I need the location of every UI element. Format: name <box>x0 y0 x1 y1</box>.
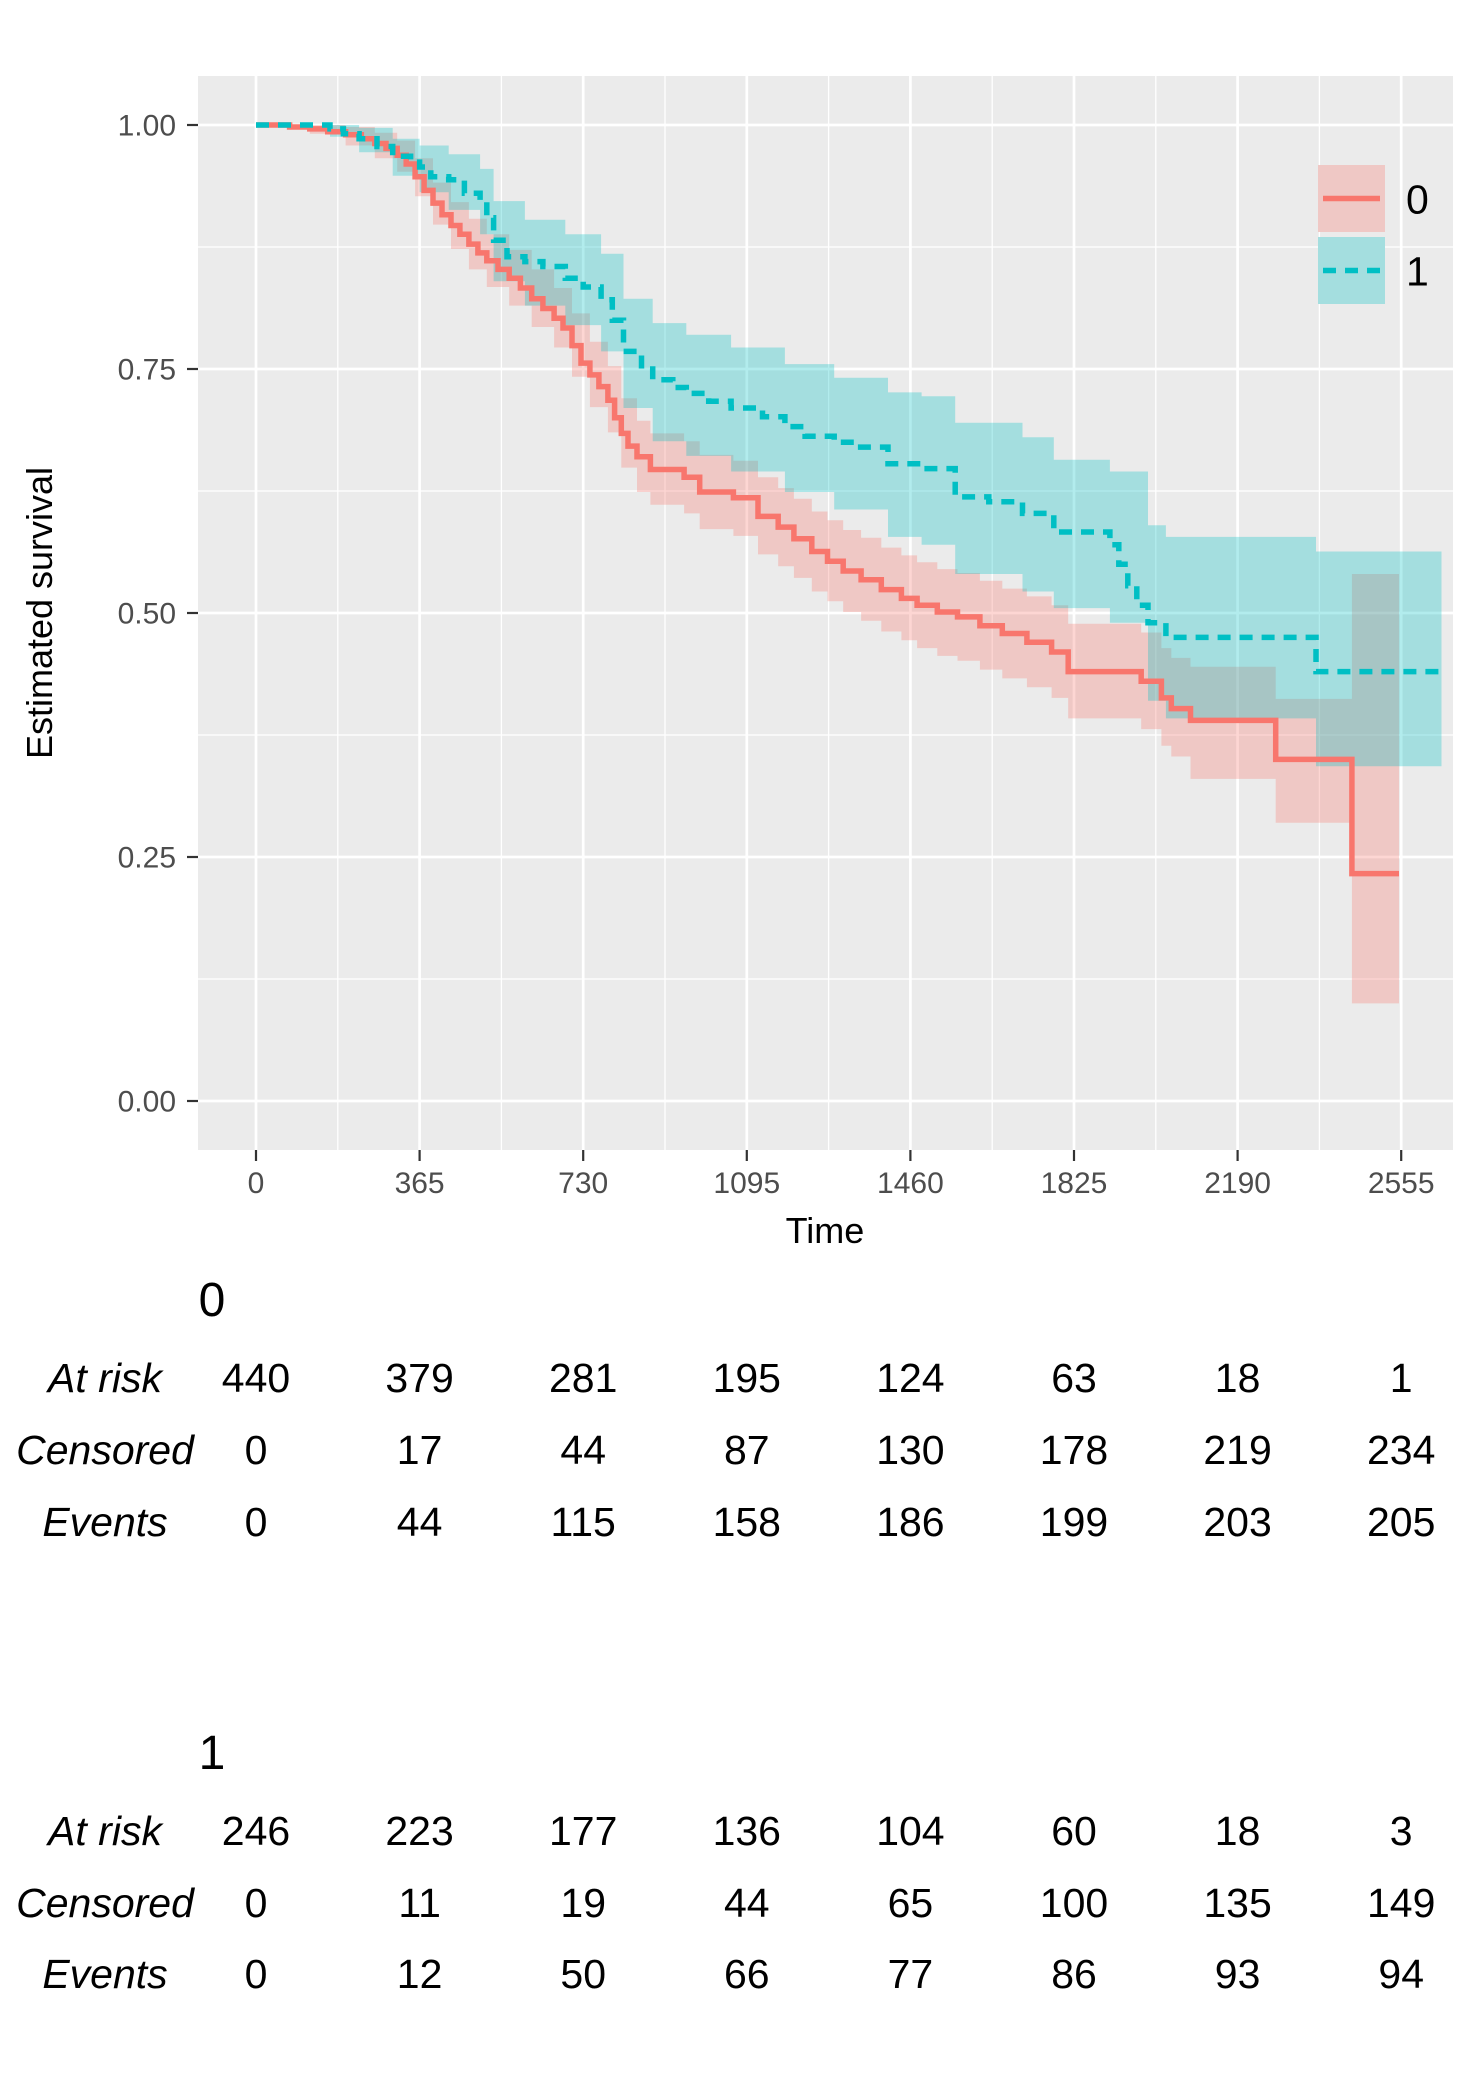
risk-value-events: 203 <box>1203 1499 1271 1545</box>
y-tick-label: 0.75 <box>118 354 176 387</box>
survival-curves <box>256 122 1442 877</box>
risk-value-censored: 100 <box>1040 1880 1108 1926</box>
x-tick-label: 2555 <box>1368 1167 1435 1200</box>
risk-value-censored: 234 <box>1367 1427 1435 1473</box>
risk-value-events: 44 <box>397 1499 443 1545</box>
risk-value-censored: 0 <box>245 1427 268 1473</box>
risk-value-at-risk: 440 <box>222 1355 290 1401</box>
risk-value-censored: 11 <box>398 1880 441 1926</box>
risk-row-label-censored: Censored <box>16 1427 195 1473</box>
risk-value-censored: 44 <box>560 1427 606 1473</box>
risk-value-at-risk: 1 <box>1390 1355 1413 1401</box>
risk-value-censored: 17 <box>397 1427 443 1473</box>
y-tick-label: 0.50 <box>118 598 176 631</box>
risk-value-at-risk: 18 <box>1215 1808 1261 1854</box>
risk-row-label-events: Events <box>42 1951 167 1997</box>
risk-value-censored: 19 <box>560 1880 606 1926</box>
y-axis-title: Estimated survival <box>19 467 60 759</box>
legend: 01 <box>1318 165 1429 304</box>
risk-row-label-at-risk: At risk <box>45 1355 164 1401</box>
risk-value-events: 186 <box>876 1499 944 1545</box>
x-tick-label: 1460 <box>877 1167 944 1200</box>
risk-row-label-events: Events <box>42 1499 167 1545</box>
y-tick-label: 1.00 <box>118 110 176 143</box>
risk-value-censored: 130 <box>876 1427 944 1473</box>
risk-value-events: 205 <box>1367 1499 1435 1545</box>
risk-value-events: 93 <box>1215 1951 1261 1997</box>
risk-value-events: 77 <box>888 1951 934 1997</box>
axes: 0 365 730 1095 1460 1825 2190 2555 0.00 0.25 0.50 0… <box>118 110 1435 1201</box>
risk-value-at-risk: 177 <box>549 1808 617 1854</box>
x-tick-label: 2190 <box>1204 1167 1271 1200</box>
risk-value-at-risk: 124 <box>876 1355 944 1401</box>
risk-value-events: 50 <box>560 1951 606 1997</box>
survival-curve-0 <box>256 122 1399 877</box>
risk-value-at-risk: 281 <box>549 1355 617 1401</box>
risk-value-censored: 65 <box>888 1880 934 1926</box>
legend-label-1: 1 <box>1406 249 1429 295</box>
legend-label-0: 0 <box>1406 177 1429 223</box>
risk-value-at-risk: 18 <box>1215 1355 1261 1401</box>
risk-value-events: 86 <box>1051 1951 1097 1997</box>
risk-table-header-1: 1 <box>199 1727 226 1780</box>
risk-value-at-risk: 195 <box>713 1355 781 1401</box>
gridlines <box>198 76 1453 1150</box>
risk-value-events: 0 <box>245 1951 268 1997</box>
risk-value-events: 199 <box>1040 1499 1108 1545</box>
risk-value-censored: 0 <box>245 1880 268 1926</box>
risk-value-at-risk: 136 <box>713 1808 781 1854</box>
x-tick-label: 730 <box>558 1167 608 1200</box>
x-tick-label: 365 <box>395 1167 445 1200</box>
risk-value-censored: 135 <box>1203 1880 1271 1926</box>
risk-value-censored: 178 <box>1040 1427 1108 1473</box>
risk-value-censored: 44 <box>724 1880 770 1926</box>
risk-row-label-at-risk: At risk <box>45 1808 164 1854</box>
risk-value-censored: 219 <box>1203 1427 1271 1473</box>
risk-value-events: 94 <box>1378 1951 1424 1997</box>
risk-value-at-risk: 63 <box>1051 1355 1097 1401</box>
x-tick-label: 0 <box>248 1167 265 1200</box>
survival-curve-1 <box>256 122 1442 675</box>
ci-band-0 <box>256 125 1399 1004</box>
risk-value-censored: 87 <box>724 1427 770 1473</box>
risk-value-at-risk: 60 <box>1051 1808 1097 1854</box>
x-tick-label: 1095 <box>713 1167 780 1200</box>
risk-value-events: 0 <box>245 1499 268 1545</box>
x-axis-title: Time <box>786 1210 865 1251</box>
risk-value-at-risk: 3 <box>1390 1808 1413 1854</box>
risk-value-events: 66 <box>724 1951 770 1997</box>
risk-row-label-censored: Censored <box>16 1880 195 1926</box>
x-tick-label: 1825 <box>1041 1167 1108 1200</box>
risk-value-at-risk: 246 <box>222 1808 290 1854</box>
risk-value-events: 158 <box>713 1499 781 1545</box>
y-tick-label: 0.25 <box>118 842 176 875</box>
risk-value-at-risk: 223 <box>385 1808 453 1854</box>
risk-value-censored: 149 <box>1367 1880 1435 1926</box>
risk-value-events: 12 <box>397 1951 443 1997</box>
risk-value-events: 115 <box>551 1499 616 1545</box>
risk-value-at-risk: 104 <box>876 1808 944 1854</box>
y-tick-label: 0.00 <box>118 1086 176 1119</box>
risk-value-at-risk: 379 <box>385 1355 453 1401</box>
risk-table-header-0: 0 <box>199 1274 226 1327</box>
